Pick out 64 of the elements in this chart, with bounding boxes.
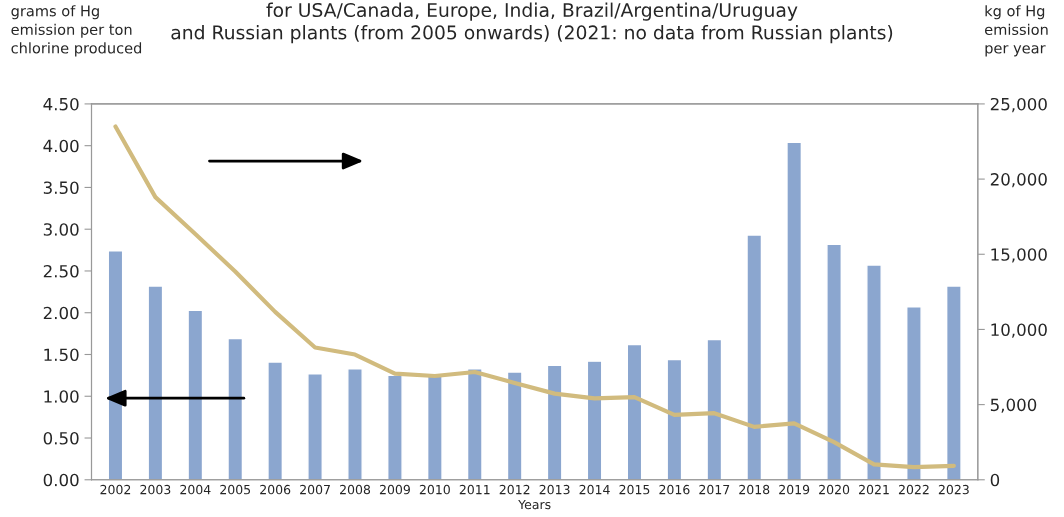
x-tick-label: 2013 [539,484,570,495]
y2-tick-label: 10,000 [991,323,1047,338]
y-tick-label: 1.00 [44,390,79,403]
x-tick-label: 2021 [859,484,889,495]
line-series [113,124,956,470]
x-tick-label: 2020 [819,484,850,495]
y2-tick-label: 20,000 [990,173,1047,188]
x-tick-label: 2010 [419,484,450,495]
x-tick-label: 2018 [739,484,770,495]
x-tick-label: 2017 [699,484,730,495]
y-tick-label: 1.50 [44,348,79,362]
bar [586,360,603,480]
y2-tick-label: 15,000 [991,248,1047,263]
bar [546,364,563,480]
y-axis-title: grams of Hg emission per ton chlorine produced [11,5,142,57]
x-tick-label: 2016 [659,484,690,495]
bar [347,367,363,480]
bar [945,285,962,480]
bar [506,371,523,480]
x-tick-label: 2023 [938,484,969,495]
bar [387,374,403,480]
x-tick-label: 2012 [499,484,530,495]
bar [426,375,443,480]
bar [786,141,803,480]
x-tick-label: 2004 [180,484,211,495]
bar [906,306,922,480]
y2-tick-label: 25,000 [990,97,1047,113]
bar [227,337,244,480]
x-tick-label: 2008 [340,484,371,495]
y-tick-label: 4.50 [43,97,79,111]
x-tick-label: 2002 [100,484,131,495]
y-tick-label: 0.50 [43,431,79,445]
bar [706,338,723,480]
y-tick-label: 0.00 [43,473,79,487]
bar [147,285,164,480]
bar [666,358,683,480]
bar [826,243,842,480]
y-tick-label: 3.50 [43,181,79,195]
x-tick-label: 2006 [260,484,291,495]
x-tick-label: 2019 [779,484,810,495]
bar [466,367,483,480]
y-tick-label: 2.00 [43,306,79,320]
x-tick-label: 2003 [140,484,171,495]
y-tick-label: 3.00 [43,223,79,236]
y-tick-label: 4.00 [43,139,79,153]
bar [746,234,763,480]
y2-tick-label: 5,000 [990,398,1037,413]
y2-axis-title: kg of Hg emission per year [985,5,1048,57]
chart-title: for USA/Canada, Europe, India, Brazil/Argentina/Uruguay and Russian plants (from 2005 onwards) (2021: no data from Russian plants) [171,2,893,44]
x-tick-label: 2009 [379,484,410,495]
y-tick-label: 2.50 [43,264,79,278]
x-tick-label: 2015 [619,484,650,495]
bar [187,309,204,480]
x-tick-label: 2005 [220,484,251,495]
bar [626,343,643,480]
bar [267,361,284,480]
bar [866,264,882,480]
bar [307,373,323,480]
x-axis-title: Years [518,499,551,510]
x-tick-label: 2011 [459,484,490,495]
x-tick-label: 2014 [579,484,610,495]
x-tick-label: 2022 [898,484,929,495]
x-tick-label: 2007 [300,484,330,495]
y2-tick-label: 0 [990,473,1000,487]
